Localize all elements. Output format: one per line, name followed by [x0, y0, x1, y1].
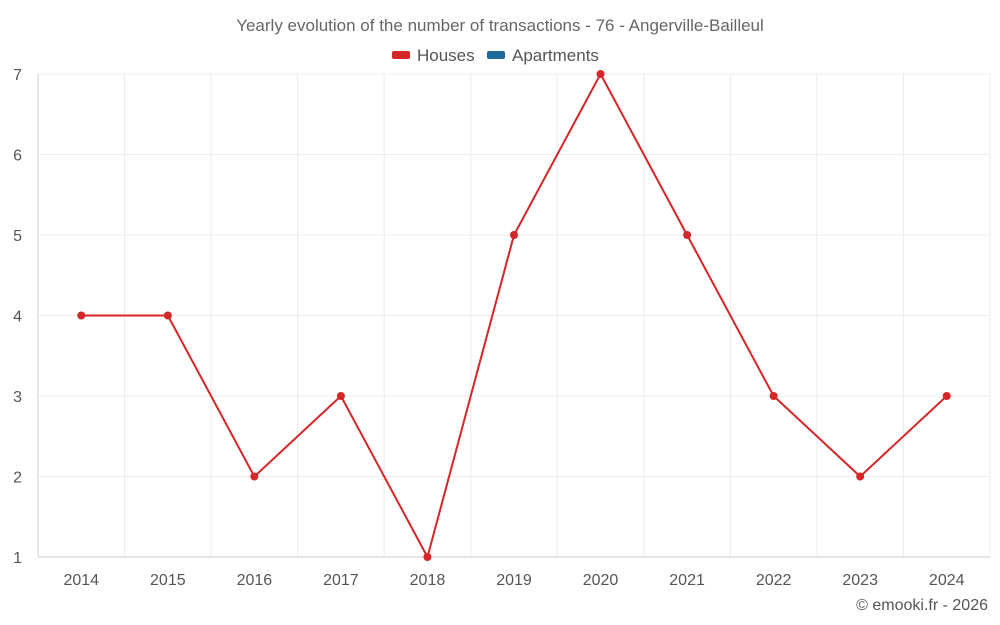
data-point-houses[interactable]	[510, 231, 518, 239]
y-tick-label: 5	[13, 228, 22, 245]
chart-title: Yearly evolution of the number of transa…	[236, 16, 764, 35]
data-point-houses[interactable]	[683, 231, 692, 239]
grid	[37, 73, 991, 558]
legend-label-houses: Houses	[417, 46, 475, 65]
x-tick-label: 2016	[237, 572, 273, 589]
data-point-houses[interactable]	[77, 311, 86, 320]
axes	[37, 74, 990, 558]
x-tick-label: 2014	[63, 572, 99, 589]
x-tick-label: 2019	[496, 572, 532, 589]
credit-text: © emooki.fr - 2026	[856, 597, 988, 614]
y-axis-ticks: 1 2 3 4 5 6 7	[13, 67, 22, 567]
data-point-houses[interactable]	[336, 392, 345, 400]
legend-swatch-houses	[392, 51, 410, 59]
legend-item-houses[interactable]: Houses	[392, 46, 475, 65]
x-tick-label: 2023	[842, 572, 878, 589]
data-point-houses[interactable]	[942, 392, 951, 400]
x-tick-label: 2017	[323, 572, 359, 589]
y-tick-label: 4	[13, 309, 22, 326]
x-tick-label: 2024	[929, 572, 965, 589]
data-point-houses[interactable]	[596, 70, 605, 78]
data-point-houses[interactable]	[856, 472, 865, 481]
legend-item-apartments[interactable]: Apartments	[487, 46, 599, 65]
legend-label-apartments: Apartments	[512, 46, 599, 65]
data-point-houses[interactable]	[769, 392, 778, 400]
data-point-houses[interactable]	[423, 553, 432, 561]
y-tick-label: 6	[13, 148, 22, 165]
x-tick-label: 2021	[669, 572, 705, 589]
x-tick-label: 2022	[756, 572, 792, 589]
y-tick-label: 1	[13, 550, 22, 567]
y-tick-label: 7	[13, 67, 22, 84]
data-point-houses[interactable]	[250, 472, 259, 481]
y-tick-label: 2	[13, 470, 22, 487]
y-tick-label: 3	[13, 389, 22, 406]
legend-swatch-apartments	[487, 51, 505, 59]
x-tick-label: 2020	[583, 572, 619, 589]
legend: Houses Apartments	[392, 46, 599, 65]
x-tick-label: 2015	[150, 572, 186, 589]
x-axis-ticks: 2014 2015 2016 2017 2018 2019 2020 2021 2022 2023…	[63, 572, 964, 589]
data-point-houses[interactable]	[163, 311, 172, 320]
series	[77, 70, 951, 561]
x-tick-label: 2018	[410, 572, 446, 589]
